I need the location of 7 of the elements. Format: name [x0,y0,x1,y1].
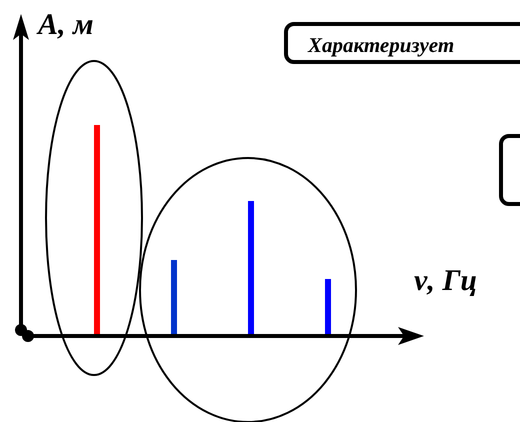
bar [94,125,100,336]
y-axis-title: A, м [38,8,94,41]
bar [325,279,331,336]
text: Характеризует [308,33,454,57]
bar [171,260,177,336]
x-axis-title: ν, Гц [414,264,478,297]
bar [248,200,254,336]
